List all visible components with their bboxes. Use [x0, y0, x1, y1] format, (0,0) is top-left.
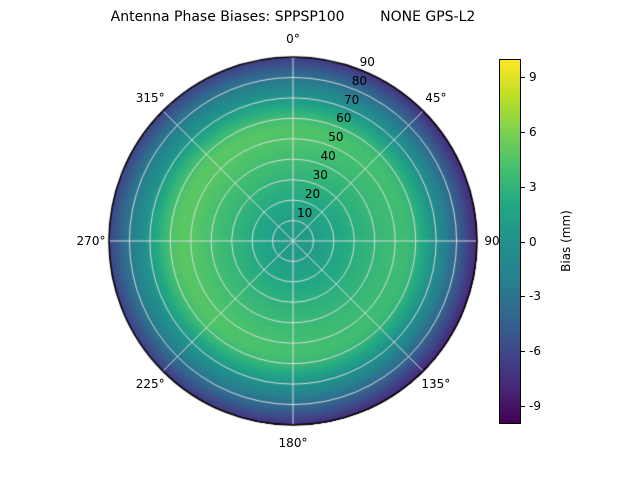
colorbar-tick-label: 6 — [529, 125, 537, 139]
colorbar-tick-mark — [521, 132, 525, 133]
colorbar-tick-label: 3 — [529, 179, 537, 194]
colorbar — [499, 59, 521, 424]
colorbar-tick-label: 0 — [529, 234, 537, 249]
colorbar-tick-mark — [521, 351, 525, 352]
colorbar-tick-mark — [521, 241, 525, 243]
colorbar-tick-label: -3 — [529, 289, 541, 304]
colorbar-tick-mark — [521, 405, 525, 407]
colorbar-tick-mark — [521, 296, 525, 298]
colorbar-tick-label: 9 — [529, 70, 537, 85]
colorbar-tick-label: -6 — [529, 344, 541, 358]
colorbar-tick-label: -9 — [529, 398, 541, 413]
colorbar-tick-mark — [521, 77, 525, 79]
colorbar-label: Bias (mm) — [559, 210, 573, 272]
colorbar-tick-mark — [521, 186, 525, 188]
